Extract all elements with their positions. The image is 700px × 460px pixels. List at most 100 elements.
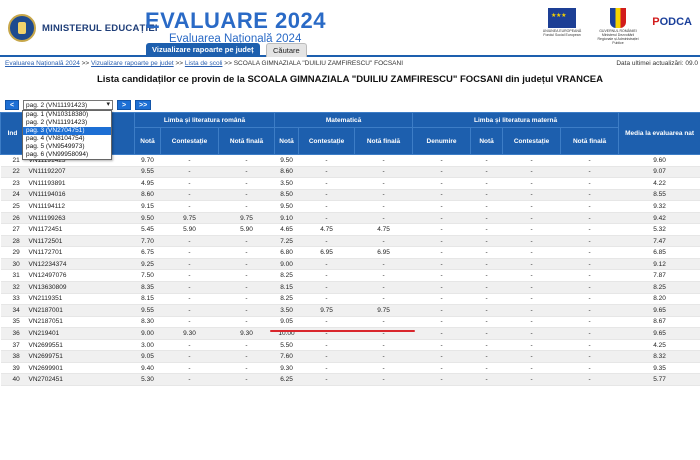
cell-nr: 34 xyxy=(0,304,25,317)
breadcrumb-sep: >> xyxy=(81,60,90,67)
cell-m-f: - xyxy=(354,212,413,225)
cell-m-f: - xyxy=(354,166,413,179)
cell-l-c: - xyxy=(502,177,561,190)
header-index[interactable]: Ind xyxy=(0,112,25,155)
breadcrumb-scoli[interactable]: Lista de școli xyxy=(184,60,223,67)
cell-m-f: - xyxy=(354,350,413,363)
cell-m-n: 4.65 xyxy=(274,223,299,236)
tab-vizualizare[interactable]: Vizualizare rapoarte pe județ xyxy=(146,43,260,57)
cell-r-f: - xyxy=(218,166,275,179)
cell-m-n: 8.25 xyxy=(274,293,299,306)
header-mate: Matematică xyxy=(274,112,414,128)
cell-nr: 21 xyxy=(0,154,25,167)
header-romana-contestatie: Contestație xyxy=(160,127,219,155)
table-row: 33 VN2119351 8.15- -8.25- - - - - -8.20 xyxy=(0,293,700,306)
cell-l-n: - xyxy=(470,177,503,190)
cell-r-c: - xyxy=(160,350,219,363)
cell-r-n: 9.50 xyxy=(134,212,161,225)
cell-l-c: - xyxy=(502,350,561,363)
cell-cod[interactable]: VN1172701 xyxy=(24,246,135,259)
cell-cod[interactable]: VN2699751 xyxy=(24,350,135,363)
cell-cod[interactable]: VN13630809 xyxy=(24,281,135,294)
cell-m-c: - xyxy=(298,258,355,271)
cell-r-c: - xyxy=(160,362,219,375)
prev-page-button[interactable]: < xyxy=(5,100,19,110)
cell-nr: 39 xyxy=(0,362,25,375)
cell-m-n: 6.80 xyxy=(274,246,299,259)
cell-cod[interactable]: VN11192207 xyxy=(24,166,135,179)
cell-r-n: 9.55 xyxy=(134,166,161,179)
header-materna-nota: Notă xyxy=(470,127,504,155)
table-row: 22 VN11192207 9.55- -8.60- - - - - -9.07 xyxy=(0,166,700,179)
cell-den: - xyxy=(412,293,471,306)
app-title: EVALUARE 2024 xyxy=(145,8,326,33)
cell-r-f: - xyxy=(218,281,275,294)
cell-m-f: - xyxy=(354,235,413,248)
cell-nr: 35 xyxy=(0,316,25,329)
cell-cod[interactable]: VN12497076 xyxy=(24,269,135,282)
cell-m-c: - xyxy=(298,293,355,306)
cell-l-c: - xyxy=(502,362,561,375)
cell-cod[interactable]: VN2702451 xyxy=(24,373,135,386)
gov-logo: GUVERNUL ROMÂNIEI Ministerul Dezvoltării… xyxy=(596,8,640,45)
page-option[interactable]: pag. 5 (VN9549973) xyxy=(26,143,85,150)
cell-r-n: 8.35 xyxy=(134,281,161,294)
page-option[interactable]: pag. 2 (VN11191423) xyxy=(26,119,88,126)
cell-cod[interactable]: VN12234374 xyxy=(24,258,135,271)
cell-den: - xyxy=(412,350,471,363)
table-row: 29 VN1172701 6.75- -6.80 6.95 6.95- - - -6.85 xyxy=(0,246,700,259)
cell-cod[interactable]: VN11194112 xyxy=(24,200,135,213)
cell-den: - xyxy=(412,177,471,190)
cell-cod[interactable]: VN2187051 xyxy=(24,316,135,329)
cell-r-n: 9.70 xyxy=(134,154,161,167)
page-select[interactable]: pag. 2 (VN11191423) xyxy=(23,100,113,110)
cell-m-c: 9.75 xyxy=(298,304,355,317)
cell-r-f: 9.75 xyxy=(218,212,275,225)
ministry-logo[interactable]: MINISTERUL EDUCAȚIEI xyxy=(8,14,158,42)
cell-m-c: - xyxy=(298,177,355,190)
cell-r-f: - xyxy=(218,293,275,306)
header-mate-nota: Notă xyxy=(274,127,300,155)
breadcrumb-rapoarte[interactable]: Vizualizare rapoarte pe judet xyxy=(91,60,174,67)
cell-l-n: - xyxy=(470,327,503,340)
page-option[interactable]: pag. 6 (VN99958094) xyxy=(26,151,89,158)
cell-m-c: - xyxy=(298,281,355,294)
cell-cod[interactable]: VN11199263 xyxy=(24,212,135,225)
podca-logo: PODCA xyxy=(652,16,692,28)
cell-media: 9.65 xyxy=(618,327,700,340)
tab-cautare[interactable]: Căutare xyxy=(266,43,307,57)
cell-cod[interactable]: VN1172501 xyxy=(24,235,135,248)
breadcrumb-evaluarea[interactable]: Evaluarea Națională 2024 xyxy=(5,60,80,67)
cell-cod[interactable]: VN11194016 xyxy=(24,189,135,202)
cell-den: - xyxy=(412,258,471,271)
cell-l-n: - xyxy=(470,258,503,271)
cell-l-n: - xyxy=(470,235,503,248)
cell-r-n: 4.95 xyxy=(134,177,161,190)
cell-cod[interactable]: VN2119351 xyxy=(24,293,135,306)
cell-cod[interactable]: VN2699901 xyxy=(24,362,135,375)
tab-bar: Vizualizare rapoarte pe județ Căutare xyxy=(0,41,700,57)
cell-m-c: - xyxy=(298,189,355,202)
header-media: Media la evaluarea nat xyxy=(618,112,700,155)
cell-r-n: 9.00 xyxy=(134,327,161,340)
cell-cod[interactable]: VN219401 xyxy=(24,327,135,340)
cell-r-c: - xyxy=(160,177,219,190)
next-page-button[interactable]: > xyxy=(117,100,131,110)
last-page-button[interactable]: >> xyxy=(135,100,152,110)
cell-nr: 27 xyxy=(0,223,25,236)
cell-r-c: - xyxy=(160,269,219,282)
cell-l-n: - xyxy=(470,223,503,236)
cell-den: - xyxy=(412,189,471,202)
cell-m-c: - xyxy=(298,316,355,329)
cell-m-n: 8.60 xyxy=(274,166,299,179)
cell-den: - xyxy=(412,269,471,282)
cell-nr: 33 xyxy=(0,293,25,306)
cell-r-c: - xyxy=(160,166,219,179)
page-option[interactable]: pag. 4 (VN8104754) xyxy=(26,135,85,142)
cell-cod[interactable]: VN2699551 xyxy=(24,339,135,352)
cell-cod[interactable]: VN11193891 xyxy=(24,177,135,190)
cell-cod[interactable]: VN2187001 xyxy=(24,304,135,317)
page-option[interactable]: pag. 3 (VN2704751) xyxy=(23,127,111,135)
cell-cod[interactable]: VN1172451 xyxy=(24,223,135,236)
page-option[interactable]: pag. 1 (VN10318380) xyxy=(26,111,89,118)
